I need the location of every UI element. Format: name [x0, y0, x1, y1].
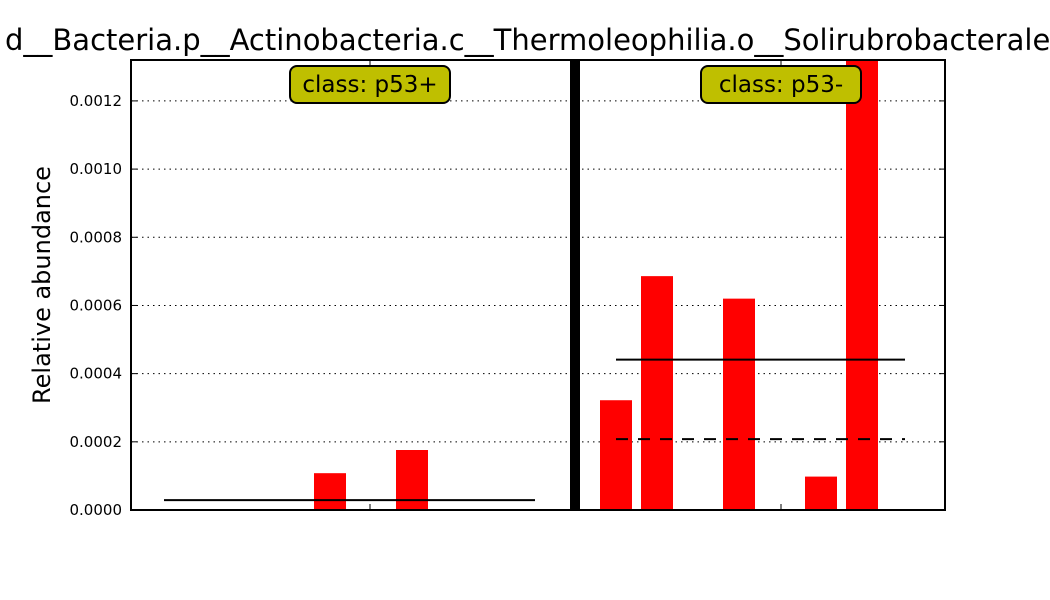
y-tick-label: 0.0006 [70, 296, 123, 314]
class-label-box [289, 65, 451, 104]
bar [723, 298, 755, 510]
y-axis-label: Relative abundance [28, 166, 56, 404]
class-label: class: p53+ [302, 72, 437, 98]
bar [600, 400, 632, 510]
y-tick-label: 0.0012 [70, 92, 123, 110]
class-label: class: p53- [719, 72, 843, 98]
y-tick-label: 0.0004 [70, 365, 123, 383]
bar [846, 60, 878, 510]
y-tick-label: 0.0008 [70, 228, 123, 246]
class-label-box [700, 65, 862, 104]
bar [314, 473, 346, 510]
plot-area: 0.0000 0.0002 0.0004 0.0006 0.0008 0.0010 0.00… [70, 59, 946, 519]
y-tick-label: 0.0002 [70, 433, 123, 451]
plot-frame [130, 59, 946, 511]
bar [641, 276, 673, 510]
bar [805, 476, 837, 510]
y-tick-label: 0.0010 [70, 160, 123, 178]
chart-title: d__Bacteria.p__Actinobacteria.c__Thermol… [5, 23, 1050, 57]
y-tick-label: 0.0000 [70, 501, 123, 519]
